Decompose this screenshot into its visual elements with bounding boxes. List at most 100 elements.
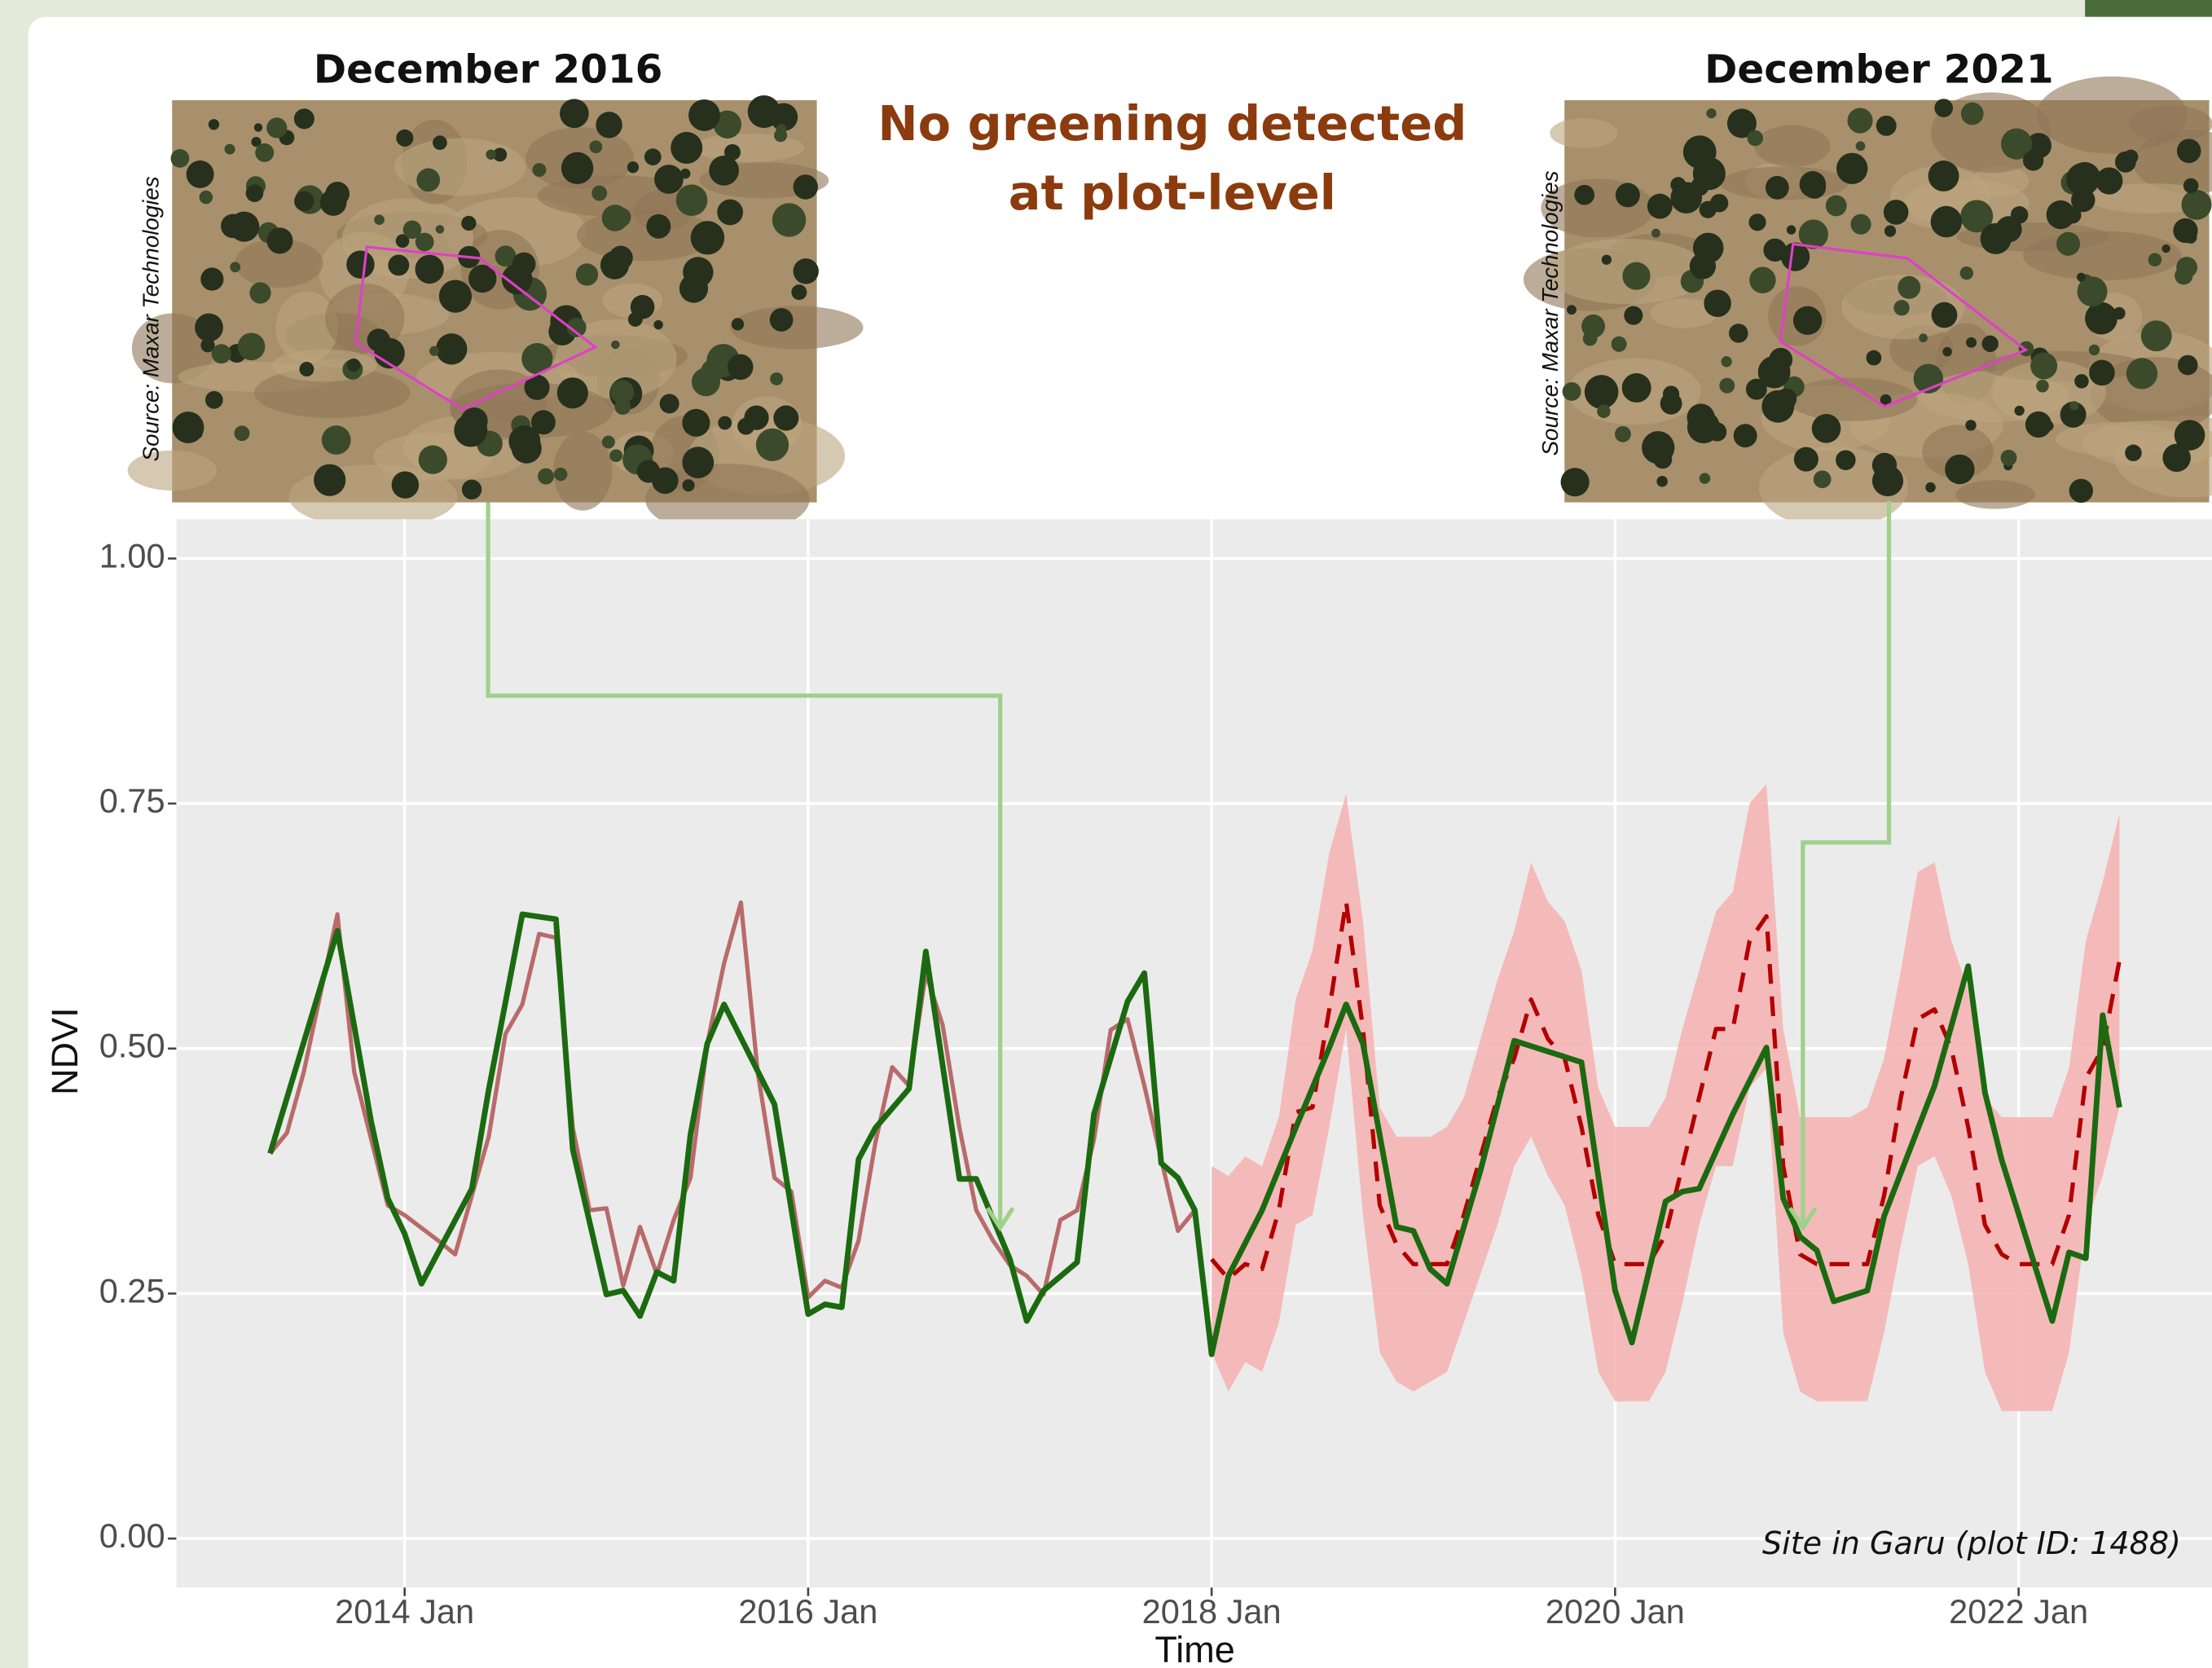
tree <box>756 429 789 461</box>
tree <box>209 119 219 130</box>
ground-patch <box>288 464 457 528</box>
tree <box>631 295 655 319</box>
tree <box>774 129 787 142</box>
tree <box>1884 225 1896 236</box>
tree <box>1729 323 1748 343</box>
tree <box>1880 125 1889 134</box>
tree <box>1706 108 1716 118</box>
tree <box>322 425 351 455</box>
tree <box>1563 382 1581 401</box>
tree <box>1763 239 1786 262</box>
tree <box>1612 337 1627 352</box>
tree <box>589 140 602 153</box>
tree <box>1616 183 1640 207</box>
tree <box>346 250 374 278</box>
ground-patch <box>1955 480 2034 508</box>
tree <box>1687 403 1715 431</box>
tree <box>1982 336 1999 352</box>
annotation: Site in Garu (plot ID: 1488) <box>1762 1525 2181 1561</box>
tree <box>2077 273 2086 282</box>
tree <box>646 214 671 239</box>
image-source: Source: Maxar Technologies <box>1537 170 1563 456</box>
tree <box>1602 255 1612 265</box>
tree <box>688 99 720 131</box>
tree <box>1960 266 1973 279</box>
tree <box>709 156 739 186</box>
tree <box>1639 267 1650 278</box>
tree <box>1898 276 1920 299</box>
image-title: December 2016 <box>314 46 662 92</box>
x-tick-label: 2018 Jan <box>1142 1592 1282 1631</box>
tree <box>717 200 743 226</box>
tree <box>1748 130 1763 146</box>
tree <box>794 174 818 199</box>
tree <box>2030 353 2057 380</box>
tree <box>1574 185 1594 205</box>
y-tick-label: 1.00 <box>99 536 165 574</box>
y-tick-label: 0.25 <box>99 1271 165 1309</box>
x-axis-label: Time <box>1154 1629 1234 1668</box>
y-axis-label: NDVI <box>44 1007 86 1095</box>
tree <box>1800 171 1826 197</box>
tree <box>770 372 783 385</box>
tree <box>2047 200 2075 229</box>
tree <box>2178 355 2198 376</box>
tree <box>1647 194 1673 219</box>
tree <box>2074 374 2089 389</box>
y-tick-label: 0.00 <box>99 1516 165 1555</box>
tree <box>225 144 235 155</box>
tree <box>1615 426 1631 442</box>
tree <box>682 447 714 478</box>
tree <box>1893 300 1909 315</box>
tree <box>461 216 476 231</box>
tree <box>794 258 819 284</box>
corner-thumbnail <box>2085 0 2212 17</box>
tree <box>320 189 347 216</box>
tree <box>596 112 622 138</box>
tree <box>1965 420 1976 430</box>
plot: 0.000.250.500.751.002014 Jan2016 Jan2018… <box>44 501 2212 1668</box>
tree <box>200 191 213 204</box>
y-tick-label: 0.50 <box>99 1027 165 1065</box>
ground-patch <box>2036 77 2187 154</box>
tree <box>195 314 223 342</box>
tree <box>436 333 467 364</box>
tree <box>1942 347 1951 356</box>
tree <box>1961 103 1984 125</box>
tree <box>1597 405 1611 419</box>
tree <box>1794 447 1818 472</box>
headline: No greening detected <box>877 95 1467 152</box>
tree <box>770 308 794 332</box>
tree <box>728 354 754 381</box>
tree <box>1704 289 1731 317</box>
tree <box>429 346 439 356</box>
tree <box>2173 218 2197 243</box>
tree <box>563 381 575 394</box>
tree <box>554 468 567 481</box>
x-tick-label: 2022 Jan <box>1949 1592 2088 1631</box>
tree <box>2115 152 2136 173</box>
tree <box>532 163 546 177</box>
tree <box>654 165 684 194</box>
tree <box>1748 213 1766 231</box>
tree <box>415 255 443 284</box>
tree <box>1826 195 1847 216</box>
headline: at plot-level <box>1009 165 1336 221</box>
tree <box>347 359 360 372</box>
tree <box>718 416 732 430</box>
tree <box>1746 379 1767 400</box>
tree <box>1932 302 1958 328</box>
tree <box>1660 393 1682 415</box>
tree <box>2071 188 2095 212</box>
tree <box>1567 305 1577 315</box>
tree <box>2183 178 2198 193</box>
tree <box>1787 225 1796 234</box>
tree <box>682 479 694 491</box>
tree <box>294 191 314 211</box>
tree <box>234 425 249 441</box>
page: {"image_titles": ["December 2016", "Dece… <box>0 0 2212 1668</box>
tree <box>2036 380 2049 393</box>
tree <box>611 341 620 350</box>
tree <box>314 464 345 496</box>
tree <box>171 149 190 168</box>
